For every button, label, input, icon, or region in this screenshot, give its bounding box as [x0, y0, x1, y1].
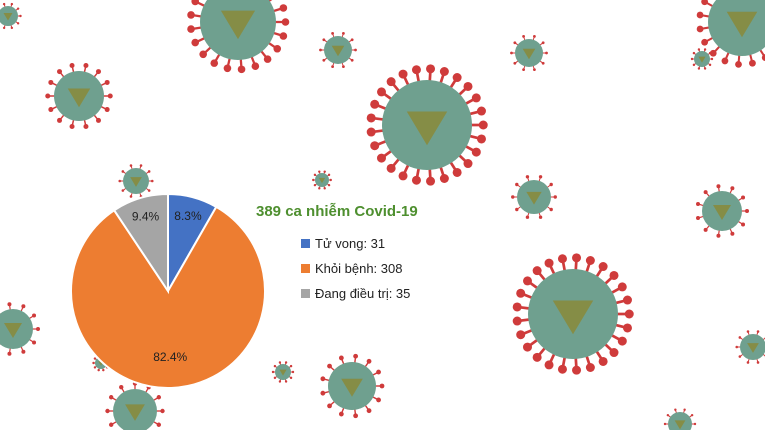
- pie-slice-in-treatment: [112, 192, 169, 295]
- legend-item-in-treatment: Đang điều trị: 35: [301, 281, 410, 306]
- coronavirus-icon: [735, 330, 765, 364]
- coronavirus-icon: [0, 302, 40, 356]
- pie-label-deaths: 8.3%: [174, 209, 202, 223]
- coronavirus-icon: [319, 31, 357, 69]
- coronavirus-icon: [510, 34, 548, 72]
- coronavirus-icon: [696, 0, 765, 68]
- coronavirus-icon: [105, 381, 165, 430]
- legend-label-in-treatment: Đang điều trị: 35: [315, 286, 411, 301]
- legend-item-recovered: Khỏi bệnh: 308: [301, 256, 410, 281]
- coronavirus-icon: [696, 184, 749, 238]
- legend-swatch-deaths: [301, 239, 310, 248]
- coronavirus-icon: [0, 2, 22, 30]
- coronavirus-icon: [366, 64, 488, 186]
- legend-swatch-in-treatment: [301, 289, 310, 298]
- pie-label-in-treatment: 9.4%: [132, 210, 160, 224]
- coronavirus-icon: [187, 0, 290, 74]
- coronavirus-icon: [312, 170, 332, 190]
- legend-item-deaths: Tử vong: 31: [301, 231, 410, 256]
- legend-label-recovered: Khỏi bệnh: 308: [315, 261, 403, 276]
- pie-label-recovered: 82.4%: [153, 350, 187, 364]
- chart-title: 389 ca nhiễm Covid-19: [256, 203, 418, 220]
- coronavirus-icon: [45, 63, 113, 129]
- coronavirus-icon: [118, 164, 154, 198]
- coronavirus-icon: [512, 253, 634, 375]
- legend-label-deaths: Tử vong: 31: [315, 236, 386, 251]
- coronavirus-icon: [511, 175, 557, 219]
- chart-legend: Tử vong: 31 Khỏi bệnh: 308 Đang điều trị…: [301, 231, 410, 306]
- coronavirus-icon: [320, 353, 385, 419]
- coronavirus-icon: [271, 361, 295, 383]
- pie-slice-recovered: [70, 205, 266, 389]
- coronavirus-icon: [690, 48, 714, 70]
- legend-swatch-recovered: [301, 264, 310, 273]
- coronavirus-icon: [663, 408, 697, 430]
